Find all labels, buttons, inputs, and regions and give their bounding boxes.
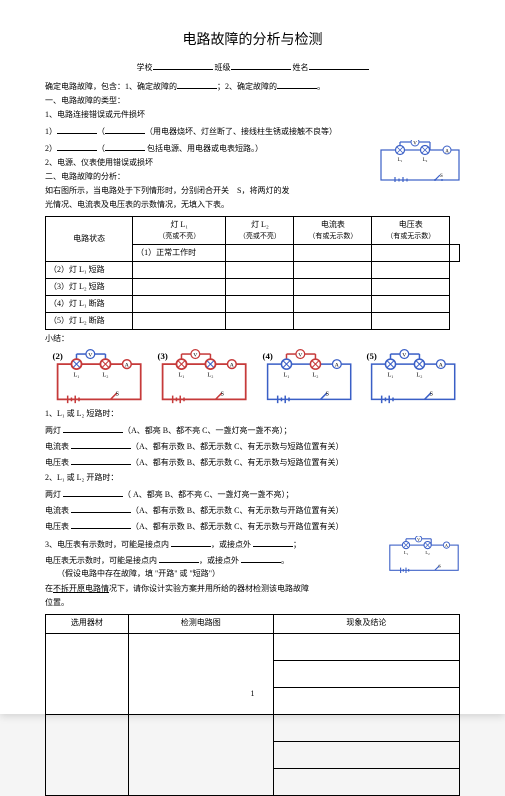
school-label: 学校 xyxy=(137,63,153,72)
svg-text:(3): (3) xyxy=(157,351,167,361)
class-blank xyxy=(231,59,291,70)
svg-text:L₂: L₂ xyxy=(207,371,213,378)
class-label: 班级 xyxy=(215,63,231,72)
name-blank xyxy=(309,59,369,70)
svg-text:L₁: L₁ xyxy=(398,158,403,163)
svg-text:L₂: L₂ xyxy=(423,158,428,163)
page-number: 1 xyxy=(251,688,255,700)
svg-text:V: V xyxy=(417,537,420,542)
design-table: 选用器材 检测电路图 现象及结论 xyxy=(45,614,460,796)
svg-text:(4): (4) xyxy=(262,351,272,361)
svg-text:L₁: L₁ xyxy=(73,371,79,378)
svg-text:(2): (2) xyxy=(53,351,63,361)
section-1-heading: 一、电路故障的类型： xyxy=(45,95,460,107)
type-1a: 1）（（用电器烧坏、灯丝断了、接线柱生锈或接触不良等） xyxy=(45,123,460,138)
student-info-line: 学校 班级 姓名 xyxy=(45,59,460,74)
page-title: 电路故障的分析与检测 xyxy=(45,30,460,51)
svg-text:L₂: L₂ xyxy=(417,371,423,378)
school-blank xyxy=(153,59,213,70)
svg-text:S: S xyxy=(430,390,434,397)
circuit-2: (2) V L₁ L₂ A S xyxy=(45,349,146,404)
q3-circuit-diagram: V L₁ L₂ A S xyxy=(388,536,460,574)
circuit-3: (3) V L₁ L₂ A S xyxy=(150,349,251,404)
summary-label: 小结： xyxy=(45,333,460,345)
table-row-header: 电路状态 灯 L₁（亮或不亮） 灯 L₂（亮或不亮） 电流表（有或无示数） 电压… xyxy=(46,217,460,245)
svg-text:S: S xyxy=(325,390,329,397)
circuit-diagram-row: (2) V L₁ L₂ A S (3) xyxy=(45,349,460,404)
svg-text:L₁: L₁ xyxy=(388,371,394,378)
table-row xyxy=(46,714,460,741)
svg-text:S: S xyxy=(440,174,443,179)
type-1: 1、电路连接错误或元件损坏 xyxy=(45,109,460,121)
table-row: （5）灯 L₂ 断路 xyxy=(46,312,460,329)
analysis-p1: 如右图所示，当电路处于下列情形时，分别闭合开关 S，将两灯的发 xyxy=(45,185,460,197)
svg-text:S: S xyxy=(220,390,224,397)
state-table: 电路状态 灯 L₁（亮或不亮） 灯 L₂（亮或不亮） 电流表（有或无示数） 电压… xyxy=(45,216,460,330)
analysis-p2: 光情况、电流表及电压表的示数情况，无填入下表。 xyxy=(45,199,460,211)
svg-text:S: S xyxy=(116,390,120,397)
main-circuit-diagram: V L₁ L₂ A S xyxy=(380,140,460,182)
svg-text:V: V xyxy=(413,142,417,147)
svg-text:A: A xyxy=(445,543,448,548)
design-intro: 在不拆开原电路情况下，请你设计实验方案并用所给的器材检测该电路故障 xyxy=(45,583,460,595)
table-row xyxy=(46,633,460,660)
q1-block: 1、L₁ 或 L₂ 短路时： 两灯 （A、都亮 B、都不亮 C、一盏灯亮一盏不亮… xyxy=(45,408,460,469)
q2-block: 2、L₁ 或 L₂ 开路时： 两灯 （ A、都亮 B、都不亮 C、一盏灯亮一盏不… xyxy=(45,472,460,533)
svg-text:L₂: L₂ xyxy=(102,371,108,378)
svg-text:A: A xyxy=(445,150,449,155)
svg-text:L₂: L₂ xyxy=(312,371,318,378)
table-row: （3）灯 L₂ 短路 xyxy=(46,278,460,295)
svg-text:S: S xyxy=(438,564,441,569)
svg-text:L₁: L₁ xyxy=(283,371,289,378)
name-label: 姓名 xyxy=(293,63,309,72)
intro-line1: 确定电路故障，包含：1、确定故障的；2、确定故障的。 xyxy=(45,78,460,93)
svg-text:L₁: L₁ xyxy=(178,371,184,378)
table-row-header: 选用器材 检测电路图 现象及结论 xyxy=(46,614,460,633)
svg-text:L₂: L₂ xyxy=(425,550,430,555)
svg-text:(5): (5) xyxy=(367,351,377,361)
table-row: （4）灯 L₁ 断路 xyxy=(46,295,460,312)
table-row: （2）灯 L₁ 短路 xyxy=(46,261,460,278)
svg-text:L₁: L₁ xyxy=(404,550,409,555)
circuit-4: (4) V L₁ L₂ A S xyxy=(255,349,356,404)
circuit-5: (5) V L₁ L₂ A S xyxy=(359,349,460,404)
